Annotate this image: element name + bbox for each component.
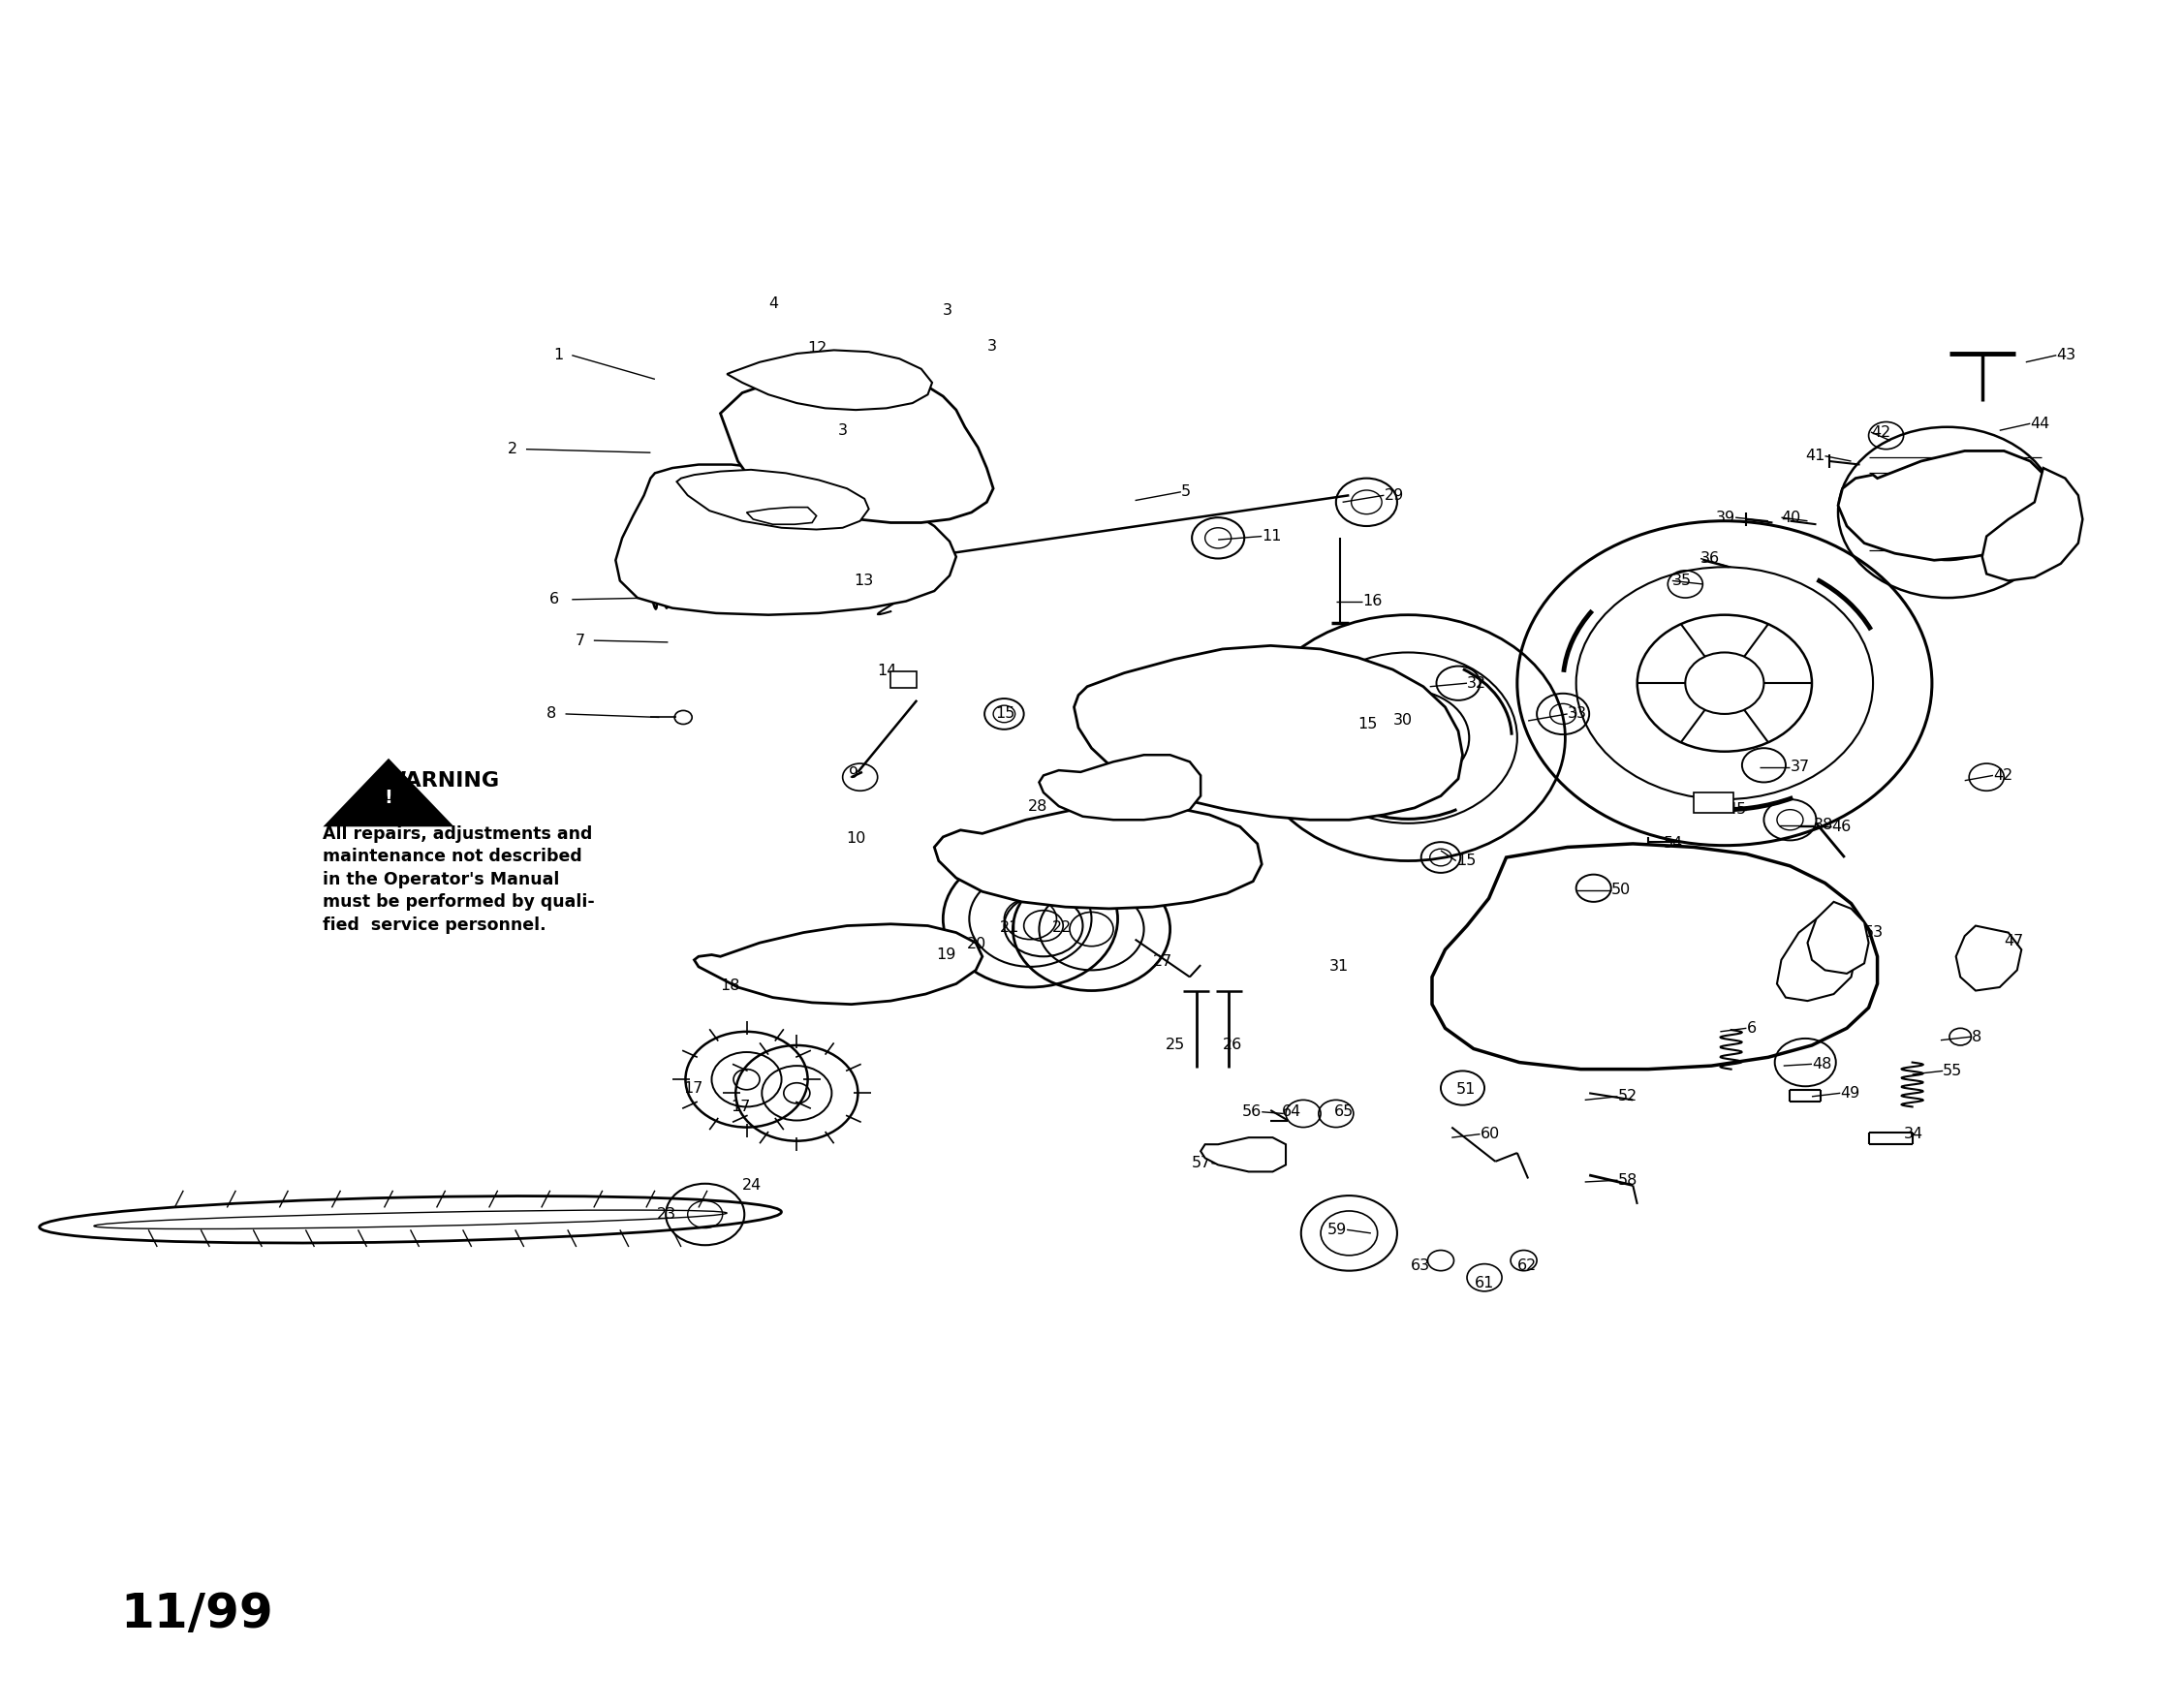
Text: 8: 8	[546, 707, 557, 721]
Text: 13: 13	[854, 574, 873, 588]
FancyBboxPatch shape	[1694, 793, 1733, 813]
Text: 62: 62	[1517, 1259, 1537, 1272]
Polygon shape	[677, 470, 869, 529]
Text: 43: 43	[2056, 348, 2076, 362]
Polygon shape	[1838, 451, 2056, 560]
Polygon shape	[720, 371, 993, 523]
Text: 34: 34	[1904, 1127, 1923, 1141]
Text: 60: 60	[1480, 1127, 1500, 1141]
Text: 65: 65	[1334, 1105, 1353, 1119]
Text: 44: 44	[2030, 417, 2050, 430]
Text: 5: 5	[1181, 485, 1190, 499]
Text: 2: 2	[509, 442, 517, 456]
Text: 39: 39	[1716, 511, 1735, 524]
Text: 45: 45	[1727, 803, 1746, 816]
Text: 14: 14	[878, 664, 897, 678]
Text: 55: 55	[1943, 1064, 1963, 1078]
Text: 8: 8	[1971, 1030, 1982, 1044]
Text: 49: 49	[1840, 1086, 1860, 1100]
Text: 52: 52	[1618, 1090, 1637, 1103]
Polygon shape	[694, 924, 982, 1004]
Ellipse shape	[39, 1196, 782, 1243]
Text: 48: 48	[1812, 1057, 1832, 1071]
Text: 32: 32	[1467, 676, 1487, 690]
FancyBboxPatch shape	[891, 671, 917, 688]
Text: 15: 15	[995, 707, 1015, 721]
Text: 54: 54	[1663, 837, 1683, 851]
Text: 21: 21	[1000, 921, 1019, 934]
Text: 56: 56	[1242, 1105, 1262, 1119]
Text: 17: 17	[683, 1081, 703, 1095]
Text: 4: 4	[768, 297, 777, 311]
Text: 51: 51	[1456, 1083, 1476, 1097]
Polygon shape	[934, 804, 1262, 909]
Text: 6: 6	[1746, 1021, 1755, 1035]
Text: 37: 37	[1790, 760, 1810, 774]
Text: 33: 33	[1567, 707, 1587, 721]
Text: 20: 20	[967, 938, 987, 951]
Polygon shape	[1956, 926, 2021, 991]
Polygon shape	[1074, 646, 1463, 820]
Text: 53: 53	[1864, 926, 1884, 939]
Text: 36: 36	[1701, 552, 1720, 565]
Text: 17: 17	[731, 1100, 751, 1114]
Text: 3: 3	[987, 340, 995, 354]
Text: 47: 47	[2004, 934, 2024, 948]
Text: 6: 6	[550, 593, 559, 606]
Text: 61: 61	[1474, 1276, 1495, 1290]
Text: 19: 19	[937, 948, 956, 962]
Text: 40: 40	[1781, 511, 1801, 524]
Text: !: !	[384, 789, 393, 806]
Polygon shape	[1808, 902, 1869, 974]
Polygon shape	[727, 350, 932, 410]
Text: 31: 31	[1329, 960, 1349, 974]
Text: 1: 1	[552, 348, 563, 362]
Polygon shape	[323, 758, 454, 827]
Text: 10: 10	[845, 832, 867, 845]
Text: 12: 12	[808, 342, 827, 355]
Text: 11: 11	[1262, 529, 1281, 543]
Text: 15: 15	[1456, 854, 1476, 868]
Text: 22: 22	[1052, 921, 1072, 934]
Text: 16: 16	[1362, 594, 1382, 608]
Text: 24: 24	[742, 1179, 762, 1192]
Text: 64: 64	[1281, 1105, 1301, 1119]
Text: 42: 42	[1993, 769, 2013, 782]
Polygon shape	[1777, 915, 1856, 1001]
Text: 63: 63	[1410, 1259, 1430, 1272]
Polygon shape	[616, 465, 956, 615]
Text: 30: 30	[1393, 714, 1412, 728]
Text: WARNING: WARNING	[382, 770, 500, 791]
Text: 58: 58	[1618, 1173, 1637, 1187]
Text: 28: 28	[1028, 799, 1048, 813]
Text: 18: 18	[720, 979, 740, 992]
Text: 57: 57	[1192, 1156, 1212, 1170]
Text: 50: 50	[1611, 883, 1631, 897]
Text: 35: 35	[1672, 574, 1692, 588]
Text: 7: 7	[576, 634, 585, 647]
Text: 3: 3	[943, 304, 952, 318]
Text: 59: 59	[1327, 1223, 1347, 1237]
Polygon shape	[1982, 468, 2083, 581]
Text: 38: 38	[1814, 818, 1834, 832]
Text: 42: 42	[1871, 425, 1890, 439]
Polygon shape	[1201, 1138, 1286, 1172]
Text: 9: 9	[849, 767, 858, 781]
Text: All repairs, adjustments and
maintenance not described
in the Operator's Manual
: All repairs, adjustments and maintenance…	[323, 825, 596, 934]
Text: 23: 23	[657, 1208, 677, 1221]
Text: 25: 25	[1166, 1038, 1185, 1052]
Text: 11/99: 11/99	[120, 1590, 273, 1638]
Text: 46: 46	[1832, 820, 1851, 834]
Text: 27: 27	[1153, 955, 1172, 968]
Text: 3: 3	[838, 424, 847, 437]
Polygon shape	[1432, 844, 1877, 1069]
Text: 41: 41	[1805, 449, 1825, 463]
Polygon shape	[1039, 755, 1201, 820]
Polygon shape	[747, 507, 816, 524]
Text: 26: 26	[1222, 1038, 1242, 1052]
Text: 15: 15	[1358, 717, 1377, 731]
Text: 29: 29	[1384, 488, 1404, 502]
